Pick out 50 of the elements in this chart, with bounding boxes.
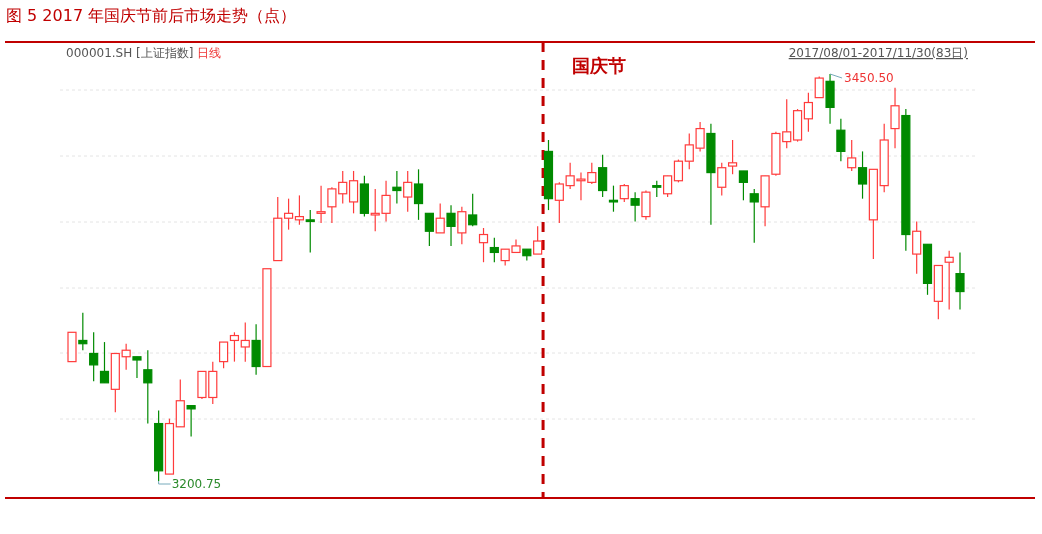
- candlestick: [348, 170, 359, 214]
- candlestick: [912, 220, 922, 275]
- candlestick: [663, 175, 673, 198]
- candlestick: [673, 158, 684, 183]
- candlestick: [738, 170, 749, 201]
- candlestick: [392, 170, 402, 205]
- chart-title: 图 5 2017 年国庆节前后市场走势（点）: [6, 6, 297, 25]
- candlestick: [219, 341, 229, 369]
- candlestick: [598, 154, 608, 198]
- candlestick: [814, 75, 824, 99]
- candlestick: [316, 185, 326, 224]
- candlestick: [847, 139, 857, 172]
- annotation: 3450.50: [844, 71, 894, 85]
- candlestick: [403, 170, 413, 213]
- candlestick: [717, 162, 727, 197]
- candlestick: [803, 92, 813, 133]
- candlestick: [143, 349, 153, 425]
- candlestick: [489, 237, 499, 263]
- candlestick: [283, 198, 294, 231]
- candlestick: [857, 150, 868, 200]
- text: 日线: [197, 46, 222, 60]
- candlestick: [305, 209, 315, 254]
- candlestick: [132, 356, 142, 379]
- candlestick: [468, 193, 478, 227]
- annotation: 国庆节: [572, 55, 626, 76]
- candlestick: [294, 194, 305, 226]
- candlestick: [424, 212, 434, 247]
- candlestick: [78, 312, 88, 351]
- candlestick: [890, 87, 900, 149]
- candlestick: [435, 202, 445, 234]
- text: 000001.SH [上证指数]: [66, 46, 194, 60]
- candlestick: [99, 341, 110, 384]
- candlestick: [836, 118, 846, 162]
- candlestick: [229, 331, 240, 363]
- text: 2017/08/01-2017/11/30(83日): [788, 46, 968, 60]
- candlestick: [446, 204, 456, 247]
- candlestick: [186, 405, 196, 438]
- candlestick: [457, 206, 467, 245]
- candlestick: [955, 251, 965, 311]
- candlestick: [944, 250, 954, 311]
- candlestick: [89, 331, 99, 382]
- annotation: 3200.75: [171, 477, 222, 491]
- candlestick: [608, 185, 619, 213]
- candlestick: [533, 225, 543, 255]
- candlestick: [727, 139, 738, 175]
- candlestick: [630, 191, 640, 223]
- candlestick: [240, 321, 250, 363]
- candlestick: [413, 168, 424, 221]
- candlestick: [478, 227, 489, 263]
- candlestick: [749, 188, 759, 244]
